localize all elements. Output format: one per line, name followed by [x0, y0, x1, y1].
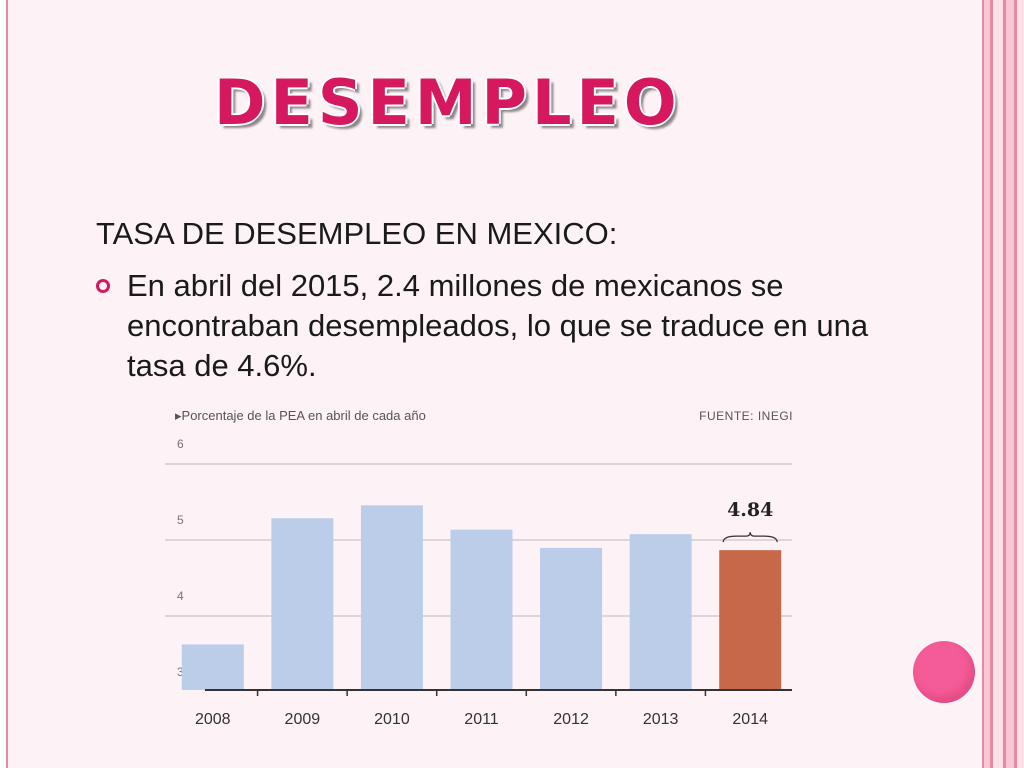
chart-source: FUENTE: INEGI	[699, 409, 793, 423]
x-tick-label: 2008	[195, 711, 231, 728]
slide-title: DESEMPLEO	[214, 66, 682, 139]
highlight-brace	[722, 532, 778, 543]
bar-chart: ▸Porcentaje de la PEA en abril de cada a…	[160, 398, 810, 738]
bar-chart-svg: ▸Porcentaje de la PEA en abril de cada a…	[165, 408, 793, 728]
x-tick-label: 2011	[464, 711, 499, 728]
x-tick-label: 2014	[732, 711, 768, 728]
x-tick-label: 2012	[553, 711, 589, 728]
bullet-ring-icon	[96, 279, 110, 293]
bullet-text: En abril del 2015, 2.4 millones de mexic…	[127, 268, 869, 383]
border-stripe	[993, 0, 1003, 768]
border-stripe	[984, 0, 990, 768]
slide-subtitle: TASA DE DESEMPLEO EN MEXICO:	[96, 216, 618, 251]
x-tick-label: 2013	[643, 711, 679, 728]
y-tick-label: 6	[177, 437, 184, 451]
bar-2010	[360, 505, 423, 690]
x-tick-label: 2010	[374, 711, 410, 728]
highlight-data-label: 4.84	[727, 499, 773, 521]
bar-2014	[719, 550, 782, 690]
border-stripe	[1017, 0, 1024, 768]
bar-2009	[271, 518, 334, 690]
border-stripe	[1003, 0, 1006, 768]
bar-2013	[629, 534, 692, 690]
y-tick-label: 5	[177, 513, 184, 527]
y-tick-label: 4	[177, 589, 184, 603]
bar-2008	[181, 644, 244, 690]
border-stripe	[990, 0, 993, 768]
decorative-circle	[913, 641, 975, 703]
x-tick-label: 2009	[285, 711, 321, 728]
bar-2012	[540, 547, 603, 690]
bar-2011	[450, 529, 513, 690]
border-stripe	[1006, 0, 1014, 768]
y-tick-label: 3	[177, 665, 184, 679]
border-stripe	[1014, 0, 1017, 768]
chart-caption: ▸Porcentaje de la PEA en abril de cada a…	[175, 408, 426, 423]
